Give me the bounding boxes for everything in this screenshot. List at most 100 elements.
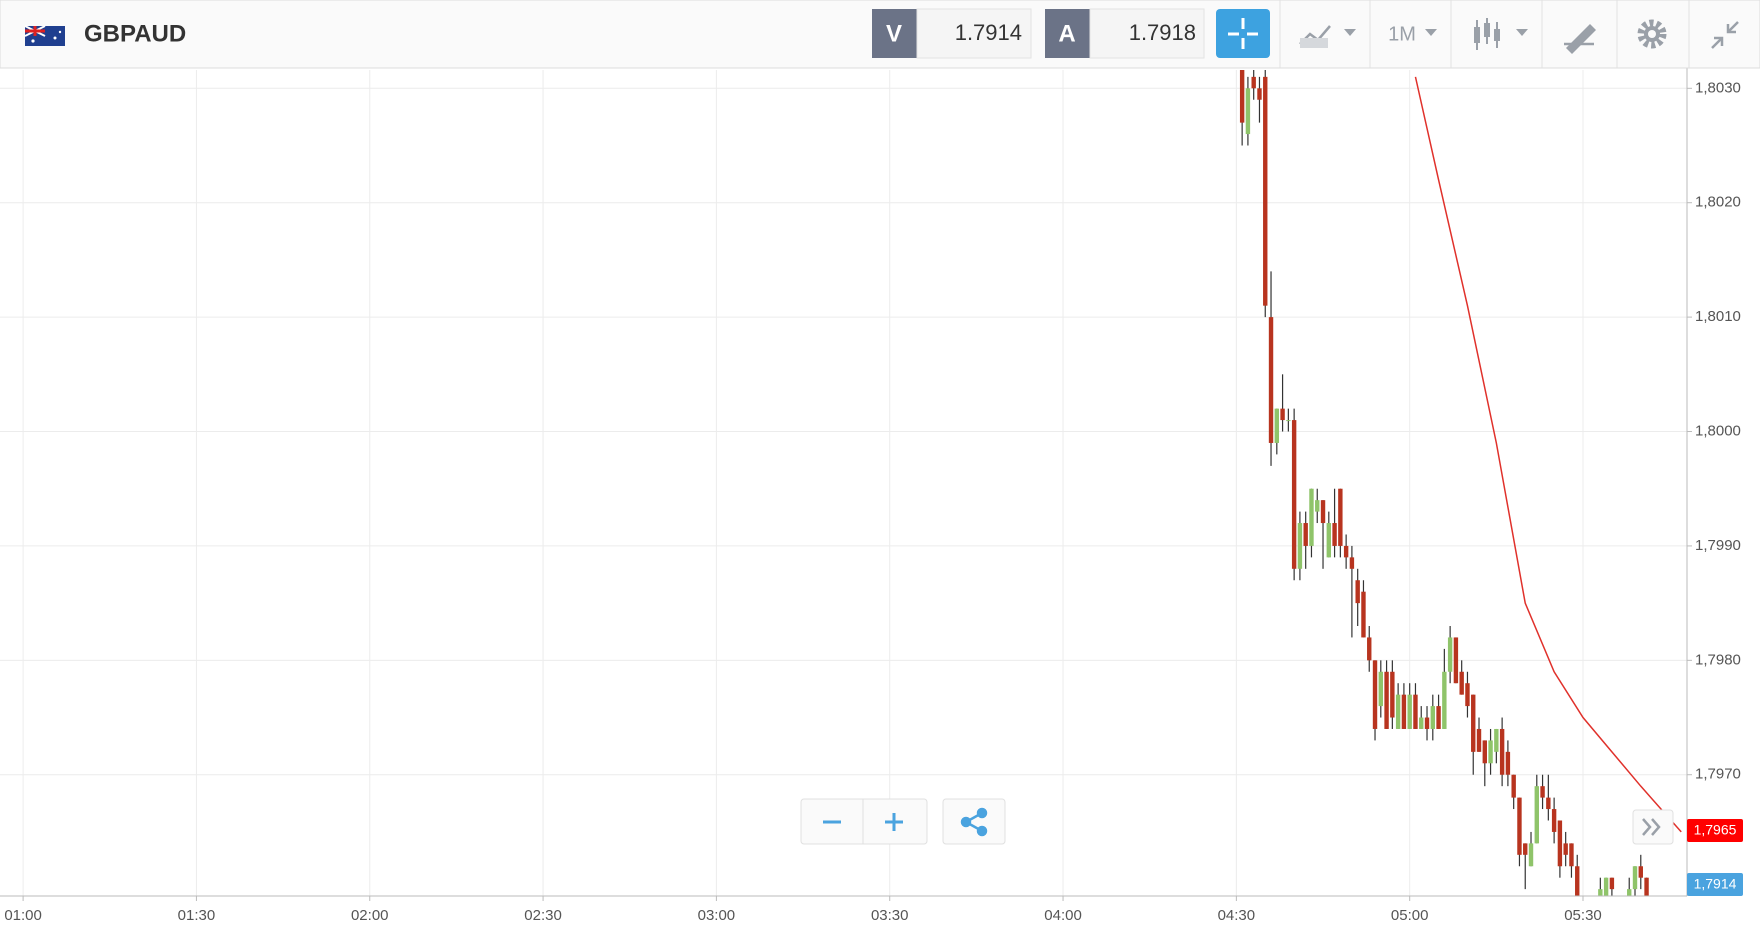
crosshair-button[interactable] <box>1216 9 1270 58</box>
candle-body <box>1511 774 1516 798</box>
candle-body <box>1257 88 1262 100</box>
candle-body <box>1372 660 1378 729</box>
candle-body <box>1251 76 1256 89</box>
x-tick-label: 05:00 <box>1391 907 1429 924</box>
candle-body <box>1436 706 1441 729</box>
candle-body <box>1303 523 1308 546</box>
zoom-controls <box>800 798 1674 845</box>
candle-body <box>1413 694 1418 729</box>
x-tick-label: 02:30 <box>524 907 562 924</box>
scroll-latest-button[interactable] <box>1632 809 1674 845</box>
candle-body <box>1343 545 1349 558</box>
candle-body <box>1598 889 1603 896</box>
price-badge-label: 1,7965 <box>1694 822 1737 838</box>
buy-price-box <box>1089 8 1205 59</box>
timeframe[interactable]: 1M <box>1388 23 1416 45</box>
candle-body <box>1644 877 1649 896</box>
collapse-button[interactable] <box>1711 21 1739 49</box>
candle-body <box>1401 694 1407 729</box>
candle-body <box>1332 523 1337 546</box>
buy-price: 1.7918 <box>1129 20 1196 45</box>
candle-body <box>1603 877 1609 896</box>
buy-button[interactable] <box>1045 9 1090 58</box>
candle-body <box>1471 694 1476 752</box>
sell-label: V <box>886 20 902 47</box>
candle-body <box>1534 786 1539 844</box>
y-tick-label: 1,8010 <box>1695 308 1741 325</box>
candle-body <box>1638 866 1643 878</box>
y-tick-label: 1,7980 <box>1695 651 1741 668</box>
candle-body <box>1453 637 1459 684</box>
y-tick-label: 1,8030 <box>1695 79 1741 96</box>
y-tick-label: 1,7990 <box>1695 537 1741 554</box>
candle-body <box>1326 523 1332 558</box>
price-badge <box>1687 819 1743 842</box>
candle-body <box>1280 408 1285 421</box>
candle-body <box>1494 728 1499 752</box>
x-tick-label: 01:30 <box>178 907 216 924</box>
candle-body <box>1476 728 1482 752</box>
candle-body <box>1286 420 1291 422</box>
x-tick-label: 05:30 <box>1564 907 1602 924</box>
price-badge <box>1687 873 1743 896</box>
candle-body <box>1517 797 1522 855</box>
price-badge-label: 1,7914 <box>1694 876 1737 892</box>
candle-body <box>1378 671 1383 707</box>
candle-body <box>1528 843 1534 867</box>
candle-body <box>1315 500 1320 512</box>
candle-body <box>1575 866 1580 896</box>
x-tick-label: 01:00 <box>4 907 42 924</box>
candle-body <box>1569 843 1574 867</box>
x-tick-label: 04:30 <box>1218 907 1256 924</box>
candle-body <box>1395 694 1401 729</box>
candle-body <box>1367 637 1372 661</box>
flag-icon <box>24 25 65 46</box>
crosshair-icon <box>1228 18 1258 49</box>
candle-body <box>1551 809 1557 832</box>
x-tick-label: 03:00 <box>698 907 736 924</box>
toolbar: GBPAUD V 1.7914 A 1.7918 1M <box>0 0 1760 69</box>
draw-button[interactable] <box>1564 24 1596 54</box>
zoom-in-button[interactable] <box>885 813 903 831</box>
x-tick-label: 04:00 <box>1044 907 1082 924</box>
candle-body <box>1349 557 1355 569</box>
candle-body <box>1465 683 1470 707</box>
candle-body <box>1540 786 1545 798</box>
candle-body <box>1419 717 1424 729</box>
candle-body <box>1361 591 1366 638</box>
sell-button[interactable] <box>872 9 917 58</box>
candle-body <box>1291 420 1297 569</box>
candle-body <box>1268 317 1274 443</box>
timeframe-caret <box>1425 29 1437 36</box>
candle-body <box>1459 671 1464 695</box>
candle-body <box>1424 717 1430 729</box>
plot-area <box>0 70 1687 896</box>
moving-average-line <box>1414 76 1682 833</box>
candle-body <box>1482 740 1487 764</box>
candle-body <box>1390 671 1395 718</box>
candle-body <box>1499 728 1505 775</box>
buy-label: A <box>1058 20 1075 47</box>
candle-body <box>1263 76 1268 306</box>
candle-body <box>1442 671 1447 729</box>
x-tick-label: 03:30 <box>871 907 909 924</box>
candle-body <box>1320 500 1326 524</box>
sell-price: 1.7914 <box>955 20 1022 45</box>
candle-body <box>1430 706 1435 729</box>
candle-body <box>1447 637 1453 672</box>
settings-button[interactable] <box>1637 19 1667 49</box>
candle-body <box>1488 740 1493 764</box>
share-button[interactable] <box>942 798 1006 845</box>
candle-body <box>1557 820 1563 867</box>
share-icon <box>960 807 988 837</box>
x-tick-label: 02:00 <box>351 907 389 924</box>
candle-body <box>1523 843 1528 855</box>
candle-body <box>1309 488 1314 546</box>
chart-type-button[interactable] <box>1299 25 1356 48</box>
candle-body <box>1384 671 1389 729</box>
candle-style-button[interactable] <box>1474 18 1528 50</box>
y-tick-label: 1,8000 <box>1695 422 1741 439</box>
y-tick-label: 1,7970 <box>1695 766 1741 783</box>
